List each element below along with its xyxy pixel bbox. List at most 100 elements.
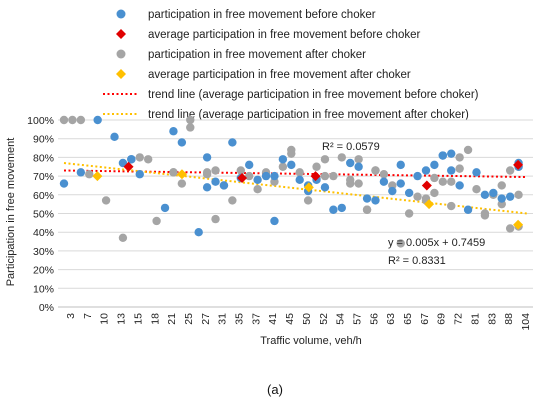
point-before xyxy=(253,175,262,185)
point-after xyxy=(59,115,69,125)
point-after xyxy=(312,162,321,171)
legend: participation in free movement before ch… xyxy=(103,9,479,121)
legend-marker-diamond xyxy=(116,29,126,39)
point-before xyxy=(228,138,237,147)
y-tick-label: 20% xyxy=(33,265,54,277)
y-tick-label: 10% xyxy=(33,283,54,295)
point-before xyxy=(110,132,119,142)
x-tick-label: 65 xyxy=(402,313,414,325)
point-before xyxy=(202,153,212,162)
legend-label: average participation in free movement a… xyxy=(148,69,411,81)
point-after xyxy=(514,190,523,199)
x-tick-label: 15 xyxy=(132,313,144,325)
point-before xyxy=(202,183,212,192)
point-after xyxy=(186,123,195,132)
x-tick-label: 31 xyxy=(217,313,229,325)
point-after-avg xyxy=(303,182,314,193)
y-tick-label: 80% xyxy=(33,152,54,164)
point-after-avg xyxy=(92,171,103,182)
legend-label: participation in free movement before ch… xyxy=(148,9,376,21)
x-tick-label: 18 xyxy=(149,313,161,325)
point-after xyxy=(447,177,456,186)
point-before xyxy=(421,166,431,175)
y-tick-label: 90% xyxy=(33,134,54,146)
annotations: R² = 0.0579 y = 0.005x + 0.7459 R² = 0.8… xyxy=(322,141,485,267)
point-before xyxy=(346,158,355,168)
point-after xyxy=(455,153,464,162)
point-after xyxy=(320,155,330,164)
x-tick-label: 45 xyxy=(284,313,296,325)
y-tick-label: 100% xyxy=(27,115,54,127)
x-tick-label: 13 xyxy=(116,313,128,325)
point-before xyxy=(396,179,405,188)
point-before xyxy=(177,138,187,147)
point-after xyxy=(430,188,439,198)
point-before xyxy=(169,127,178,136)
point-before xyxy=(463,205,473,214)
point-before-avg xyxy=(310,171,321,182)
series-after-choker xyxy=(59,115,523,248)
point-before xyxy=(379,177,389,186)
point-before xyxy=(438,151,448,160)
y-tick-label: 70% xyxy=(33,171,54,183)
x-tick-label: 69 xyxy=(436,313,448,325)
y-tick-label: 60% xyxy=(33,190,54,202)
point-after xyxy=(287,145,296,155)
legend-label: average participation in free movement b… xyxy=(148,29,420,41)
x-tick-label: 81 xyxy=(469,313,481,325)
series-averages xyxy=(92,159,524,230)
point-after xyxy=(211,166,220,175)
x-axis-title: Traffic volume, veh/h xyxy=(260,335,362,347)
x-tick-label: 35 xyxy=(234,313,246,325)
point-after xyxy=(337,153,346,162)
legend-marker-circle xyxy=(116,9,126,19)
legend-item-trend-before: trend line (average participation in fre… xyxy=(103,89,479,101)
point-before-avg xyxy=(123,161,134,172)
point-after xyxy=(236,166,245,175)
point-before-avg xyxy=(421,180,432,191)
panel-label: (a) xyxy=(267,382,283,397)
point-before xyxy=(295,175,304,185)
point-after xyxy=(143,155,153,164)
x-tick-label: 25 xyxy=(183,313,195,325)
legend-item-after-avg: average participation in free movement a… xyxy=(116,69,411,81)
point-after xyxy=(505,224,515,233)
point-before xyxy=(194,228,203,237)
point-before xyxy=(135,170,144,179)
legend-item-after: participation in free movement after cho… xyxy=(116,49,366,61)
point-after xyxy=(354,179,363,188)
point-after xyxy=(177,179,187,188)
point-after xyxy=(320,171,330,181)
legend-item-trend-after: trend line (average participation in fre… xyxy=(103,109,469,121)
point-before xyxy=(160,203,170,213)
point-after xyxy=(455,164,464,173)
legend-marker-circle xyxy=(116,49,126,59)
point-after xyxy=(68,115,77,125)
point-after xyxy=(245,171,254,181)
equation-after-label: y = 0.005x + 0.7459 xyxy=(388,237,485,249)
point-after xyxy=(354,155,363,164)
point-after xyxy=(430,173,439,183)
point-before xyxy=(396,160,405,170)
y-tick-label: 30% xyxy=(33,246,54,258)
x-tick-label: 88 xyxy=(503,313,515,325)
r2-before-label: R² = 0.0579 xyxy=(322,141,380,153)
point-after xyxy=(396,239,405,248)
legend-marker-diamond xyxy=(116,69,126,79)
x-tick-label: 56 xyxy=(368,313,380,325)
point-after xyxy=(135,153,144,162)
point-before xyxy=(278,155,288,164)
point-after xyxy=(202,170,212,179)
point-after xyxy=(413,192,422,201)
x-tick-label: 50 xyxy=(301,313,313,325)
x-tick-label: 63 xyxy=(385,313,397,325)
point-before xyxy=(447,149,456,158)
point-before xyxy=(371,196,380,205)
point-before xyxy=(413,171,422,181)
point-before xyxy=(329,205,338,214)
point-after xyxy=(186,115,195,125)
point-before xyxy=(93,115,102,125)
y-axis-title: Participation in free movement xyxy=(5,138,17,287)
point-before xyxy=(354,162,363,171)
